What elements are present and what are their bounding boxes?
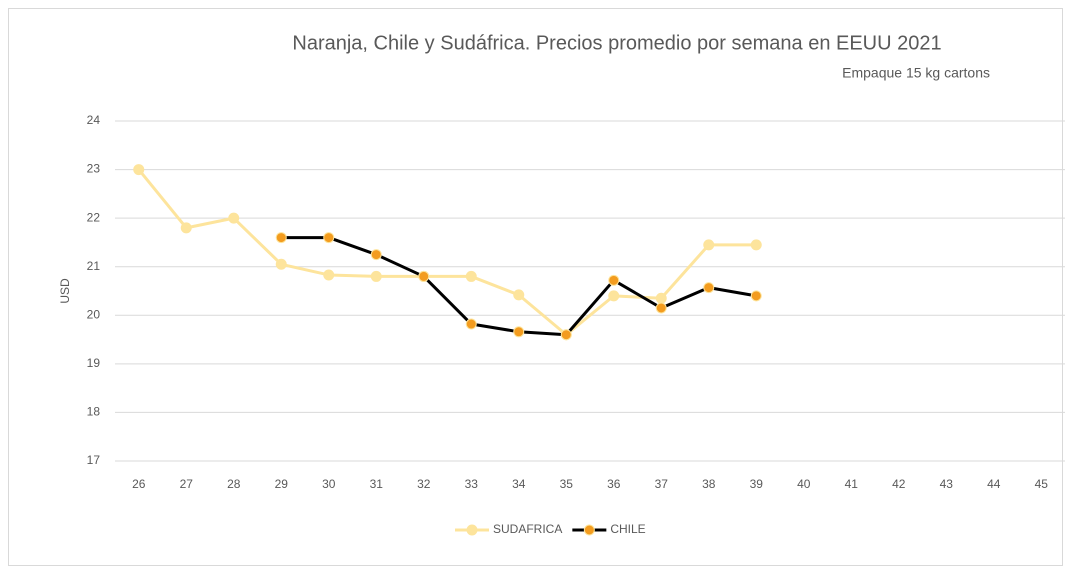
x-tick-label: 28 bbox=[227, 477, 241, 491]
data-point bbox=[370, 270, 382, 282]
y-tick-label: 19 bbox=[87, 356, 101, 370]
legend-label: CHILE bbox=[610, 522, 645, 536]
data-point bbox=[703, 282, 715, 294]
y-tick-label: 20 bbox=[87, 307, 101, 321]
y-tick-label: 23 bbox=[87, 162, 101, 176]
data-point bbox=[418, 270, 430, 282]
chart-title: Naranja, Chile y Sudáfrica. Precios prom… bbox=[292, 32, 941, 54]
y-tick-label: 18 bbox=[87, 405, 101, 419]
x-tick-label: 34 bbox=[512, 477, 526, 491]
chart-border bbox=[8, 8, 1063, 566]
data-point bbox=[608, 274, 620, 286]
y-tick-label: 17 bbox=[87, 453, 101, 467]
data-point bbox=[655, 302, 667, 314]
data-point bbox=[750, 290, 762, 302]
data-point bbox=[608, 290, 620, 302]
x-tick-label: 39 bbox=[750, 477, 764, 491]
data-point bbox=[370, 249, 382, 261]
data-point bbox=[133, 164, 145, 176]
data-point bbox=[465, 270, 477, 282]
y-tick-label: 22 bbox=[87, 210, 101, 224]
x-tick-label: 44 bbox=[987, 477, 1001, 491]
data-point bbox=[180, 222, 192, 234]
x-tick-label: 32 bbox=[417, 477, 431, 491]
legend-marker bbox=[583, 524, 595, 536]
chart-subtitle: Empaque 15 kg cartons bbox=[842, 65, 990, 81]
data-point bbox=[703, 239, 715, 251]
data-point bbox=[275, 258, 287, 270]
data-point bbox=[275, 232, 287, 244]
data-point bbox=[323, 269, 335, 281]
data-point bbox=[750, 239, 762, 251]
data-point bbox=[228, 212, 240, 224]
y-tick-label: 24 bbox=[87, 113, 101, 127]
y-tick-label: 21 bbox=[87, 259, 101, 273]
legend-marker bbox=[466, 524, 478, 536]
x-tick-label: 36 bbox=[607, 477, 621, 491]
data-point bbox=[513, 326, 525, 338]
x-tick-label: 42 bbox=[892, 477, 906, 491]
x-tick-label: 43 bbox=[940, 477, 954, 491]
x-tick-label: 35 bbox=[560, 477, 574, 491]
x-tick-label: 41 bbox=[845, 477, 859, 491]
x-tick-label: 33 bbox=[465, 477, 479, 491]
x-tick-label: 29 bbox=[275, 477, 289, 491]
x-tick-label: 45 bbox=[1035, 477, 1049, 491]
x-tick-label: 37 bbox=[655, 477, 669, 491]
y-axis-label: USD bbox=[58, 278, 72, 304]
x-tick-label: 30 bbox=[322, 477, 336, 491]
x-tick-label: 26 bbox=[132, 477, 146, 491]
x-tick-label: 27 bbox=[180, 477, 194, 491]
x-tick-label: 31 bbox=[370, 477, 384, 491]
data-point bbox=[465, 318, 477, 330]
data-point bbox=[655, 292, 667, 304]
series-line bbox=[137, 168, 757, 337]
data-point bbox=[560, 329, 572, 341]
x-tick-label: 40 bbox=[797, 477, 811, 491]
legend-label: SUDAFRICA bbox=[493, 522, 562, 536]
data-point bbox=[323, 232, 335, 244]
data-point bbox=[513, 289, 525, 301]
x-tick-label: 38 bbox=[702, 477, 716, 491]
